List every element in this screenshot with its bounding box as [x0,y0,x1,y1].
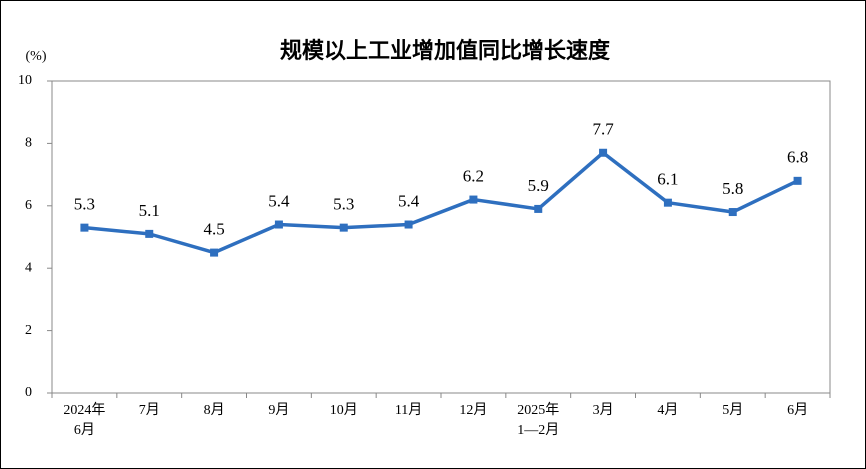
marker [339,223,348,232]
x-tick-label: 12月 [459,402,487,418]
value-label: 5.3 [74,195,95,214]
x-tick-label-line: 11月 [395,402,422,418]
marker [210,248,219,257]
marker [404,220,413,229]
value-label: 6.1 [657,170,678,189]
x-tick-label-line: 1—2月 [517,422,559,438]
x-tick-label-line: 4月 [657,402,678,418]
x-tick-label-line: 2025年 [517,402,559,418]
x-tick-label: 5月 [722,402,743,418]
x-tick-label-line: 6月 [787,402,808,418]
x-tick-label: 2024年 6月 [63,402,105,438]
marker [80,223,89,232]
x-tick-label-line: 3月 [593,402,614,418]
x-tick-label-line: 9月 [268,402,289,418]
x-tick-label: 4月 [657,402,678,418]
value-label: 5.8 [722,179,743,198]
marker [663,198,672,207]
x-tick-label-line: 2024年 [63,402,105,418]
y-tick-label: 0 [25,385,32,400]
y-tick-label: 4 [25,260,32,275]
x-tick-label: 8月 [204,402,225,418]
value-label: 5.9 [528,176,549,195]
chart-title: 规模以上工业增加值同比增长速度 [280,38,611,64]
value-label: 5.1 [139,201,160,220]
x-tick-label: 7月 [139,402,160,418]
value-label: 5.3 [333,195,354,214]
y-axis-label: (%) [26,49,47,64]
x-tick-label-line: 6月 [74,422,95,438]
x-tick-label: 3月 [593,402,614,418]
value-label: 4.5 [203,220,224,239]
y-tick-label: 8 [25,136,32,151]
x-tick-label-line: 12月 [459,402,487,418]
x-tick-label: 10月 [330,402,358,418]
value-label: 7.7 [592,120,614,139]
y-tick-label: 6 [25,198,32,213]
y-tick-label: 10 [18,73,32,88]
value-label: 5.4 [268,191,290,210]
line [84,151,799,255]
y-tick-label: 2 [25,323,32,338]
x-tick-label: 11月 [395,402,422,418]
x-tick-label: 6月 [787,402,808,418]
value-label: 5.4 [398,191,420,210]
marker [599,148,608,157]
marker [145,229,154,238]
marker [274,220,283,229]
marker [469,195,478,204]
value-label: 6.2 [463,166,484,185]
value-label: 6.8 [787,148,808,167]
marker [728,208,737,217]
x-tick-label-line: 8月 [204,402,225,418]
marker [534,204,543,213]
x-tick-label-line: 7月 [139,402,160,418]
x-tick-label: 2025年 1—2月 [517,402,559,438]
x-tick-label-line: 10月 [330,402,358,418]
marker [793,176,802,185]
x-tick-label-line: 5月 [722,402,743,418]
x-tick-label: 9月 [268,402,289,418]
